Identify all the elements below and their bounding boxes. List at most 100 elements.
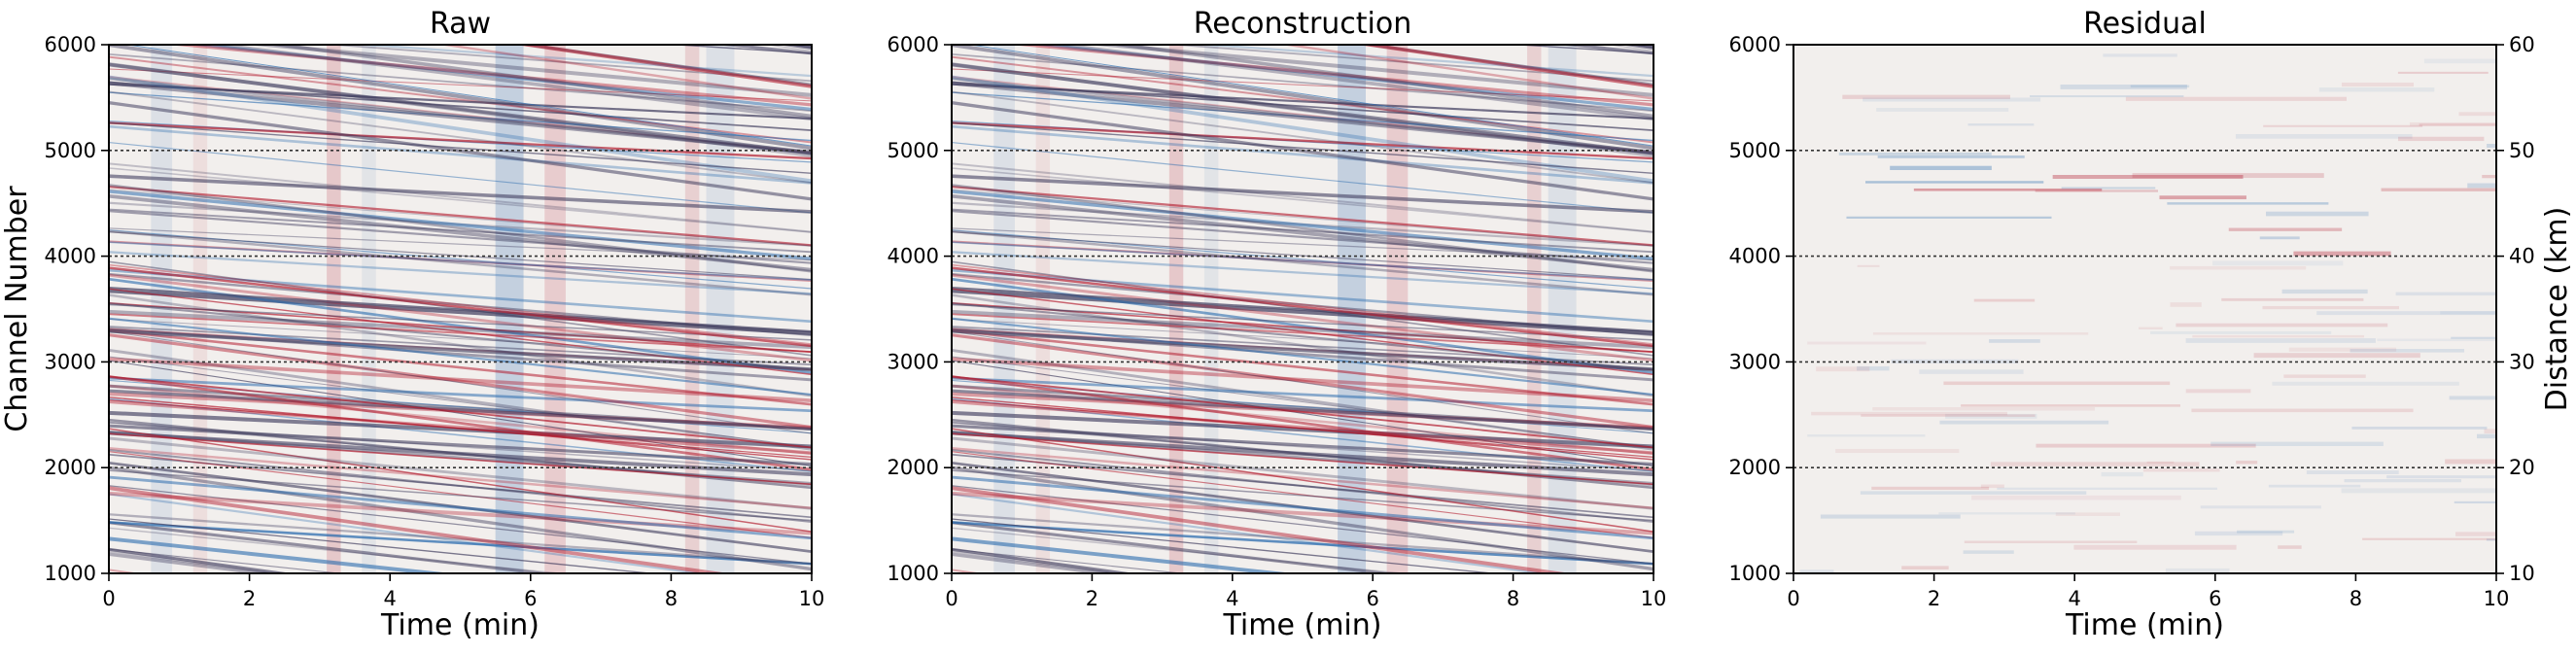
moveout-stripe: [109, 266, 812, 348]
residual-streak: [2052, 174, 2244, 180]
residual-streak: [1807, 341, 1927, 345]
moveout-stripe: [952, 185, 1654, 247]
residual-streak: [2272, 381, 2459, 386]
residual-streak: [2293, 251, 2391, 257]
residual-streak: [2192, 334, 2365, 338]
moveout-stripe: [952, 190, 1654, 260]
moveout-stripe: [109, 396, 812, 461]
moveout-stripe: [952, 375, 1654, 449]
x-tick-label: 0: [945, 587, 957, 610]
x-tick-label: 8: [1507, 587, 1519, 610]
heatmap-field: [952, 45, 1654, 573]
moveout-stripe: [952, 527, 1410, 573]
residual-streak: [2265, 211, 2369, 217]
residual-streak: [2445, 459, 2496, 465]
moveout-stripe: [109, 552, 276, 573]
moveout-stripe: [952, 328, 1654, 406]
x-tick-label: 0: [102, 587, 115, 610]
moveout-stripe: [109, 75, 812, 184]
moveout-stripe: [109, 410, 812, 449]
moveout-stripe: [952, 210, 1654, 264]
residual-streak: [2191, 408, 2414, 413]
residual-streak: [1967, 123, 2035, 126]
moveout-stripe: [109, 302, 812, 371]
residual-streak: [1964, 540, 2138, 543]
residual-streak: [2262, 305, 2399, 310]
residual-streak: [2419, 123, 2496, 126]
moveout-stripe: [952, 52, 1654, 113]
residual-streak: [2341, 488, 2496, 494]
y2-tick-label: 10: [2509, 562, 2535, 585]
moveout-stripe: [952, 521, 1397, 573]
residual-streak: [2221, 297, 2364, 301]
moveout-stripe: [109, 0, 812, 4]
moveout-stripe: [109, 424, 812, 466]
residual-streak: [1857, 365, 1890, 371]
x-tick-label: 0: [1787, 587, 1799, 610]
moveout-stripe: [952, 62, 1654, 155]
residual-streak: [2061, 187, 2156, 190]
residual-streak: [2165, 568, 2230, 573]
moveout-stripe: [109, 91, 812, 142]
y-tick-label: 2000: [1729, 456, 1781, 479]
moveout-stripe: [952, 240, 1654, 283]
moveout-stripe: [952, 389, 1654, 431]
moveout-stripe: [952, 55, 1654, 144]
residual-streak: [1877, 155, 2025, 158]
moveout-stripe: [952, 550, 1122, 573]
moveout-stripe: [109, 289, 812, 335]
moveout-stripe: [109, 141, 812, 214]
moveout-stripe: [109, 81, 812, 131]
moveout-stripe: [952, 227, 1654, 261]
y-tick-label: 1000: [45, 562, 96, 585]
residual-streak: [2362, 537, 2496, 540]
x-tick-label: 2: [1928, 587, 1940, 610]
vertical-band: [495, 45, 524, 573]
residual-streak: [2139, 327, 2163, 329]
moveout-stripe: [109, 184, 812, 273]
moveout-stripe: [952, 375, 1654, 471]
moveout-stripe: [109, 193, 812, 272]
moveout-stripe: [952, 379, 1654, 434]
moveout-stripe: [952, 189, 1654, 247]
residual-streak: [1835, 448, 1960, 454]
moveout-stripe: [952, 313, 1654, 353]
moveout-stripe: [109, 90, 812, 185]
moveout-stripe: [1192, 45, 1654, 78]
moveout-stripe: [1357, 45, 1654, 88]
y-tick-label: 5000: [45, 139, 96, 162]
y-tick-label: 5000: [888, 139, 939, 162]
moveout-stripe: [952, 436, 1654, 510]
moveout-stripe: [109, 422, 812, 472]
moveout-stripe: [109, 303, 812, 341]
residual-streak: [2170, 265, 2307, 270]
moveout-stripe: [109, 356, 812, 448]
moveout-stripe: [109, 469, 812, 522]
moveout-stripe: [109, 548, 344, 573]
moveout-stripe: [109, 518, 657, 573]
vertical-band: [544, 45, 566, 573]
residual-streak: [2185, 338, 2376, 343]
residual-streak: [2200, 505, 2321, 509]
moveout-stripe: [952, 121, 1654, 160]
x-tick-label: 4: [1226, 587, 1238, 610]
residual-streak: [1876, 108, 2009, 112]
moveout-stripe: [109, 521, 554, 573]
y-tick-label: 6000: [45, 33, 96, 56]
residual-streak: [1811, 411, 2008, 416]
x-tick-label: 10: [799, 587, 825, 610]
moveout-stripe: [952, 318, 1654, 360]
moveout-stripe: [952, 486, 1572, 573]
moveout-stripe: [166, 45, 812, 107]
moveout-stripe: [109, 446, 812, 510]
moveout-stripe: [109, 52, 812, 113]
residual-streak: [2281, 289, 2368, 294]
moveout-stripe: [952, 193, 1654, 272]
residual-streak: [2060, 85, 2187, 89]
moveout-stripe: [323, 45, 812, 83]
moveout-stripe: [109, 317, 812, 396]
panel-title: Reconstruction: [1194, 7, 1412, 41]
residual-streak: [2170, 302, 2202, 307]
residual-streak: [2212, 260, 2344, 266]
